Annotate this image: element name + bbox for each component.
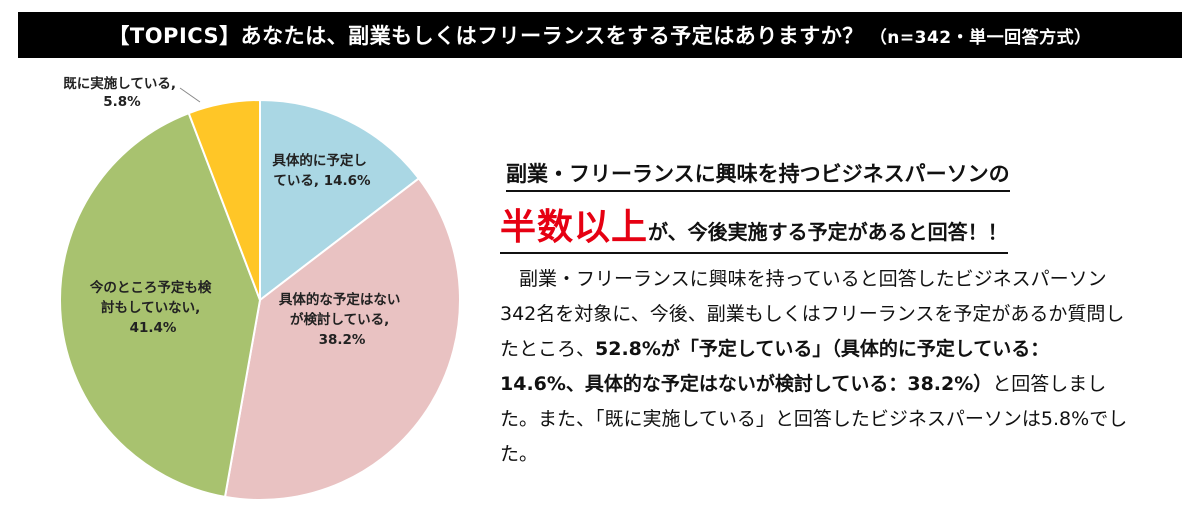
header-title: 【TOPICS】あなたは、副業もしくはフリーランスをする予定はありますか？ [108, 24, 864, 48]
header-banner: 【TOPICS】あなたは、副業もしくはフリーランスをする予定はありますか？ （n… [18, 12, 1182, 58]
slice-label-considering-line3: 38.2% [319, 332, 366, 348]
pie-slice-no-plan [59, 111, 262, 499]
label-leader-line [179, 87, 201, 103]
slice-label-no-plan-line2: 討もしていない, [101, 299, 200, 316]
slice-label-no-plan: 今のところ予定も検 討もしていない, 41.4% [90, 279, 216, 336]
header-sample-note: （n=342・単一回答方式） [869, 27, 1092, 48]
summary-body-part2: と回答しました。また、「既に実施している」と回答したビジネスパーソンは5.8%で… [500, 373, 1128, 465]
slice-label-specific-plan-line1: 具体的に予定し [271, 152, 367, 169]
summary-heading-2: 半数以上が、今後実施する予定があると回答！！ [500, 198, 1008, 254]
slice-label-no-plan-line3: 41.4% [130, 320, 177, 336]
slice-label-specific-plan: 具体的に予定し ている, 14.6% [271, 152, 371, 189]
summary-heading-1: 副業・フリーランスに興味を持つビジネスパーソンの [506, 158, 1010, 192]
summary-body: 副業・フリーランスに興味を持っていると回答したビジネスパーソン342名を対象に、… [500, 262, 1130, 472]
summary-heading-highlight: 半数以上 [500, 207, 649, 248]
slice-label-considering-line2: が検討している, [290, 311, 389, 328]
summary-body-bold: 52.8%が「予定している」（具体的に予定している：14.6%、具体的な予定はな… [500, 338, 1050, 395]
slice-label-no-plan-line1: 今のところ予定も検 [90, 279, 212, 296]
summary-panel: 副業・フリーランスに興味を持つビジネスパーソンの 半数以上が、今後実施する予定が… [500, 158, 1160, 472]
slice-label-already: 既に実施している, 5.8% [63, 75, 180, 110]
slice-label-considering: 具体的な予定はない が検討している, 38.2% [278, 291, 405, 348]
pie-chart: 具体的に予定し ている, 14.6% 具体的な予定はない が検討している, 38… [59, 75, 461, 501]
slice-label-considering-line1: 具体的な予定はない [278, 291, 401, 308]
pie-slice-considering [223, 177, 461, 501]
slice-label-already-line2: 5.8% [103, 94, 141, 110]
slice-label-already-line1: 既に実施している, [63, 75, 176, 92]
slice-label-specific-plan-line2: ている, 14.6% [273, 173, 371, 189]
summary-heading-rest: が、今後実施する予定があると回答！！ [648, 220, 1008, 244]
pie-slice-already [187, 98, 261, 301]
pie-slice-specific-plan [259, 98, 421, 303]
summary-body-part1: 副業・フリーランスに興味を持っていると回答したビジネスパーソン342名を対象に、… [500, 268, 1125, 360]
